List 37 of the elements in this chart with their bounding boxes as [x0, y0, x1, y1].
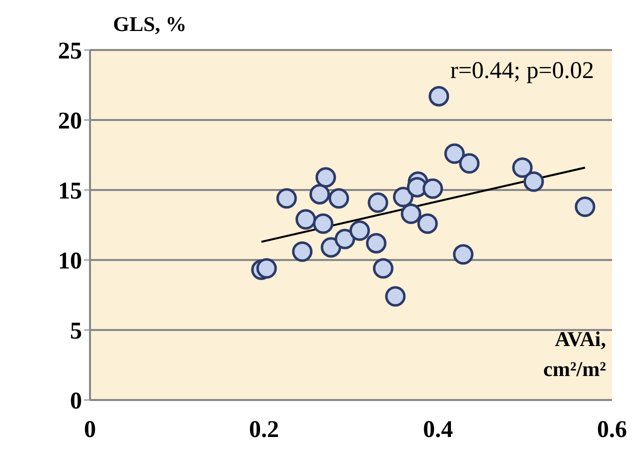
y-tick-label: 25	[58, 38, 82, 65]
x-tick-label: 0.4	[423, 417, 453, 444]
x-tick-label: 0.6	[597, 417, 627, 444]
point	[385, 286, 406, 307]
point	[372, 258, 394, 279]
point	[422, 178, 444, 199]
y-tick-label: 5	[70, 318, 82, 345]
point	[292, 241, 313, 262]
point	[320, 237, 342, 258]
point	[368, 192, 388, 213]
y-axis-title: GLS, %	[113, 12, 187, 37]
point	[366, 232, 386, 254]
annotation: r=0.44; p=0.02	[450, 58, 594, 85]
point	[349, 220, 370, 241]
point	[574, 196, 596, 218]
point	[276, 188, 297, 209]
point	[316, 167, 336, 188]
point	[523, 171, 544, 192]
y-tick-label: 15	[58, 178, 82, 205]
point	[328, 188, 350, 209]
point	[459, 153, 480, 174]
y-tick-label: 0	[70, 388, 82, 415]
point	[312, 213, 334, 234]
point	[428, 86, 450, 106]
y-tick-label: 10	[58, 248, 82, 275]
point	[417, 213, 438, 234]
x-axis-title: AVAi, cm²/m²	[542, 326, 606, 383]
point	[512, 157, 533, 178]
point	[309, 184, 330, 204]
x-tick-label: 0.2	[249, 417, 279, 444]
point	[452, 244, 474, 265]
point	[334, 228, 356, 250]
point	[400, 204, 422, 224]
point	[256, 258, 277, 279]
point	[444, 143, 465, 164]
y-tick-label: 20	[58, 108, 82, 135]
point	[296, 209, 316, 230]
